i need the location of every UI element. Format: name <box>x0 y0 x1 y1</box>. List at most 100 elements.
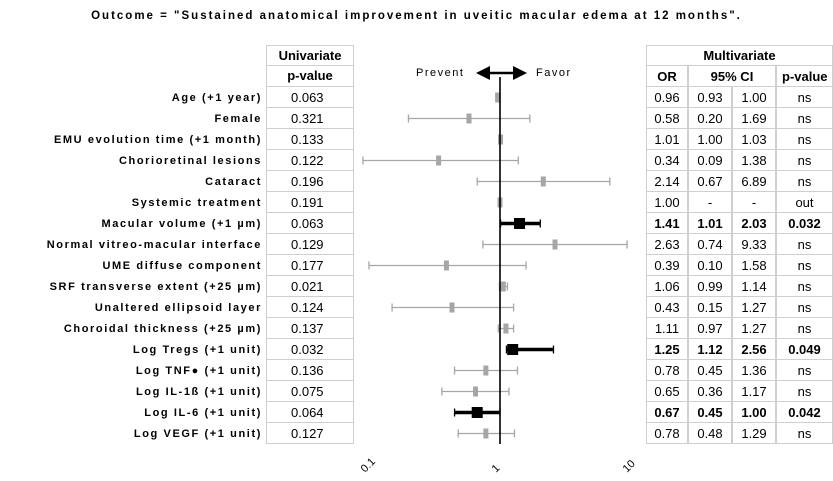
multivariate-or: 0.78 <box>646 360 688 381</box>
multivariate-or: 0.34 <box>646 150 688 171</box>
row-label: UME diffuse component <box>102 259 262 272</box>
univariate-pvalue: 0.063 <box>266 213 354 234</box>
univariate-pvalue: 0.063 <box>266 87 354 108</box>
or-point <box>540 176 546 187</box>
forest-row-marks <box>457 428 516 439</box>
forest-row-marks <box>453 407 501 418</box>
multivariate-ci-high: 2.03 <box>732 213 776 234</box>
multivariate-ci-high: 6.89 <box>732 171 776 192</box>
multivariate-ci-high: 1.27 <box>732 318 776 339</box>
forest-row-marks <box>497 323 515 334</box>
row-label: Systemic treatment <box>131 196 262 209</box>
univariate-pvalue: 0.129 <box>266 234 354 255</box>
multivariate-ci-low: 0.97 <box>688 318 732 339</box>
multivariate-ci-high: 1.00 <box>732 87 776 108</box>
multivariate-ci-low: 0.48 <box>688 423 732 444</box>
or-point <box>483 428 489 439</box>
multivariate-or: 0.96 <box>646 87 688 108</box>
multivariate-or: 1.41 <box>646 213 688 234</box>
univariate-pvalue: 0.075 <box>266 381 354 402</box>
or-point <box>436 155 442 166</box>
or-point <box>507 344 519 355</box>
forest-row-marks <box>476 176 611 187</box>
or-point <box>483 365 489 376</box>
col-ci-header: 95% CI <box>688 66 776 87</box>
forest-row-marks <box>482 239 628 250</box>
multivariate-or: 0.78 <box>646 423 688 444</box>
multivariate-ci-low: 0.67 <box>688 171 732 192</box>
multivariate-ci-high: - <box>732 192 776 213</box>
multivariate-ci-low: 0.45 <box>688 402 732 423</box>
or-point <box>443 260 449 271</box>
multivariate-ci-low: 0.20 <box>688 108 732 129</box>
x-tick-label: 0.1 <box>359 456 378 475</box>
favor-label: Favor <box>536 67 572 79</box>
univariate-pvalue: 0.137 <box>266 318 354 339</box>
or-point <box>495 92 501 103</box>
multivariate-ci-low: 0.99 <box>688 276 732 297</box>
multivariate-ci-low: 0.36 <box>688 381 732 402</box>
multivariate-ci-high: 1.00 <box>732 402 776 423</box>
univariate-pvalue: 0.136 <box>266 360 354 381</box>
or-point <box>514 218 526 229</box>
multivariate-or: 1.00 <box>646 192 688 213</box>
univariate-pvalue: 0.133 <box>266 129 354 150</box>
row-label: Choroidal thickness (+25 µm) <box>63 322 262 335</box>
row-label: Log TNF● (+1 unit) <box>135 364 262 377</box>
or-point <box>466 113 472 124</box>
or-point <box>471 407 483 418</box>
forest-row-marks <box>407 113 531 124</box>
multivariate-ci-low: - <box>688 192 732 213</box>
multivariate-or: 0.67 <box>646 402 688 423</box>
multivariate-ci-high: 1.36 <box>732 360 776 381</box>
multivariate-or: 2.63 <box>646 234 688 255</box>
multivariate-or: 1.06 <box>646 276 688 297</box>
or-point <box>552 239 558 250</box>
multivariate-ci-high: 1.69 <box>732 108 776 129</box>
multivariate-ci-low: 1.00 <box>688 129 732 150</box>
multivariate-ci-low: 1.12 <box>688 339 732 360</box>
or-point <box>503 323 509 334</box>
univariate-pvalue: 0.032 <box>266 339 354 360</box>
multivariate-ci-high: 1.17 <box>732 381 776 402</box>
row-label: Log IL-6 (+1 unit) <box>144 406 262 419</box>
multivariate-ci-high: 1.58 <box>732 255 776 276</box>
row-label: Normal vitreo-macular interface <box>46 238 262 251</box>
row-label: Macular volume (+1 µm) <box>101 217 262 230</box>
multivariate-or: 0.39 <box>646 255 688 276</box>
row-label: Age (+1 year) <box>171 91 262 104</box>
multivariate-ci-high: 1.14 <box>732 276 776 297</box>
univariate-header: Univariate <box>266 45 354 66</box>
row-label: Female <box>214 112 262 125</box>
row-label: Chorioretinal lesions <box>118 154 262 167</box>
univariate-pvalue: 0.191 <box>266 192 354 213</box>
row-label: Log VEGF (+1 unit) <box>133 427 262 440</box>
univariate-pvalue: 0.064 <box>266 402 354 423</box>
col-or-header: OR <box>646 66 688 87</box>
row-label: Unaltered ellipsoid layer <box>94 301 262 314</box>
multivariate-ci-low: 0.74 <box>688 234 732 255</box>
forest-row-marks <box>505 344 555 355</box>
row-label: Cataract <box>205 175 262 188</box>
multivariate-or: 0.58 <box>646 108 688 129</box>
univariate-pvalue: 0.321 <box>266 108 354 129</box>
forest-row-marks <box>391 302 515 313</box>
prevent-label: Prevent <box>416 67 465 79</box>
row-label: Log Tregs (+1 unit) <box>132 343 262 356</box>
multivariate-or: 1.25 <box>646 339 688 360</box>
or-point <box>472 386 478 397</box>
univariate-pvalue: 0.122 <box>266 150 354 171</box>
multivariate-ci-low: 1.01 <box>688 213 732 234</box>
multivariate-or: 1.11 <box>646 318 688 339</box>
multivariate-ci-high: 1.38 <box>732 150 776 171</box>
x-tick-label: 10 <box>621 458 638 475</box>
univariate-pvalue: 0.124 <box>266 297 354 318</box>
row-label: SRF transverse extent (+25 µm) <box>49 280 262 293</box>
row-label: EMU evolution time (+1 month) <box>53 133 262 146</box>
multivariate-or: 0.43 <box>646 297 688 318</box>
multivariate-or: 0.65 <box>646 381 688 402</box>
multivariate-ci-high: 1.03 <box>732 129 776 150</box>
multivariate-ci-low: 0.09 <box>688 150 732 171</box>
multivariate-ci-high: 1.27 <box>732 297 776 318</box>
